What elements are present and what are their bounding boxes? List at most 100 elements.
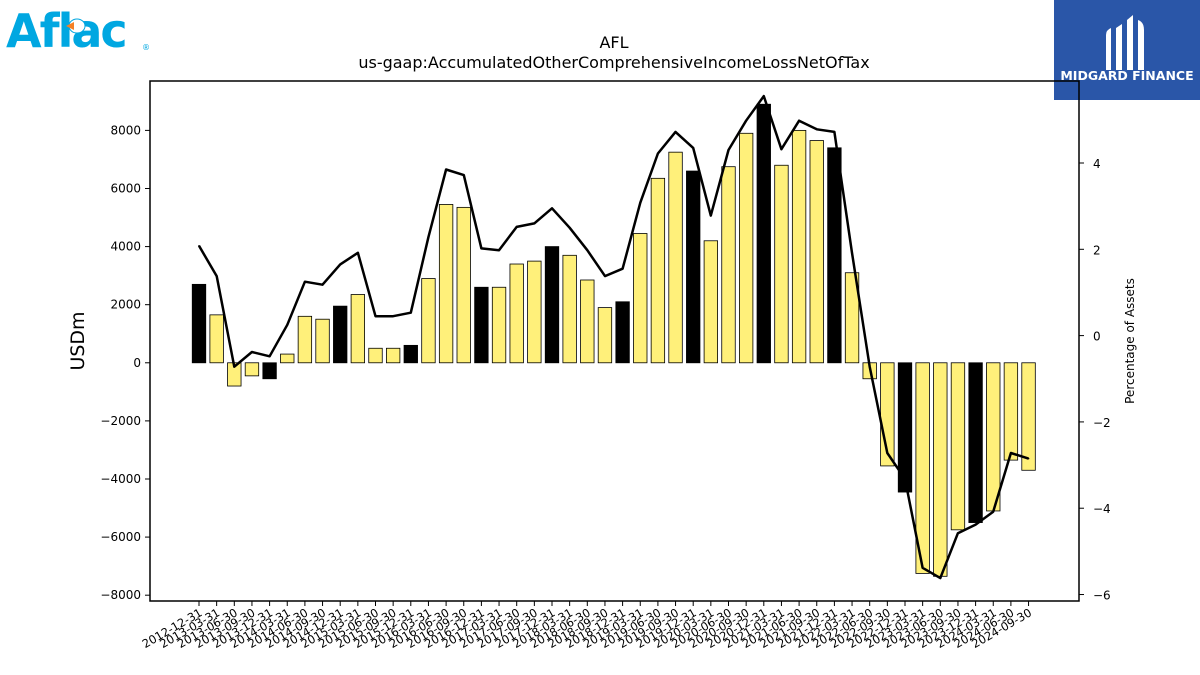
- pct-assets-point-2022-12-31: [904, 478, 906, 480]
- bar-2020-03-31: [703, 240, 718, 364]
- bar-2019-12-31: [686, 170, 701, 364]
- pct-assets-point-2019-09-30: [674, 131, 677, 133]
- bar-2013-03-31: [209, 314, 224, 364]
- pct-assets-point-2018-03-31: [568, 226, 571, 229]
- bar-2013-09-30: [244, 362, 260, 377]
- pct-assets-point-2024-06-30: [1010, 452, 1012, 454]
- pct-assets-point-2024-09-30: [1027, 457, 1030, 460]
- aflac-logo: Aflac ®: [4, 2, 154, 58]
- pct-assets-point-2013-06-30: [233, 365, 236, 368]
- bar-2014-09-30: [315, 318, 330, 364]
- y2-tick-label: 2: [1093, 243, 1101, 257]
- bars-group: [191, 103, 1036, 577]
- bar-2019-03-31: [633, 233, 648, 364]
- pct-assets-point-2020-12-31: [763, 95, 765, 97]
- pct-assets-point-2013-12-31: [268, 355, 271, 358]
- pct-assets-point-2023-06-30: [939, 577, 942, 579]
- pct-assets-point-2014-12-31: [339, 263, 342, 266]
- bar-2020-12-31: [756, 103, 771, 364]
- line-group: [197, 94, 1030, 580]
- y2-tick-label: −4: [1093, 502, 1111, 516]
- bar-2014-06-30: [297, 315, 313, 364]
- pct-assets-point-2014-06-30: [304, 280, 306, 283]
- pct-assets-point-2015-12-31: [410, 311, 412, 314]
- pct-assets-point-2022-06-30: [868, 365, 871, 368]
- bar-2012-12-31: [191, 283, 207, 364]
- pct-assets-point-2015-09-30: [392, 315, 394, 317]
- bar-2016-09-30: [456, 206, 471, 364]
- pct-assets-point-2023-09-30: [957, 532, 959, 535]
- aflac-logo-text: Aflac: [6, 4, 126, 54]
- bar-2017-06-30: [509, 263, 524, 364]
- pct-assets-point-2020-06-30: [727, 149, 730, 151]
- bar-2023-12-31: [968, 362, 983, 523]
- pct-assets-point-2023-12-31: [974, 523, 977, 526]
- pct-assets-point-2016-09-30: [462, 174, 465, 176]
- bar-2023-09-30: [950, 362, 966, 531]
- y-tick-label: −8000: [100, 588, 141, 602]
- y-tick-label: 0: [133, 356, 141, 370]
- pct-assets-point-2021-03-31: [780, 148, 783, 150]
- y-tick-label: 4000: [110, 240, 141, 254]
- pct-assets-point-2017-03-31: [498, 249, 500, 251]
- bar-2018-06-30: [580, 279, 595, 364]
- pct-assets-point-2019-12-31: [692, 147, 694, 149]
- x-axis: 2012-12-312013-03-312013-06-302013-09-30…: [140, 601, 1034, 651]
- bar-2018-03-31: [562, 254, 577, 364]
- bar-2017-03-31: [491, 286, 507, 364]
- svg-text:®: ®: [142, 43, 150, 52]
- pct-assets-point-2015-03-31: [357, 251, 359, 254]
- bar-2017-12-31: [544, 246, 560, 364]
- pct-assets-point-2023-03-31: [921, 566, 924, 569]
- y2-tick-label: −6: [1093, 589, 1111, 603]
- pct-assets-point-2018-09-30: [604, 275, 606, 277]
- pct-assets-point-2021-06-30: [798, 119, 800, 122]
- bar-2018-12-31: [615, 301, 630, 364]
- pct-assets-point-2019-06-30: [657, 152, 659, 155]
- bar-2023-06-30: [933, 362, 948, 577]
- chart-title: AFL: [599, 33, 628, 52]
- pct-assets-point-2013-09-30: [251, 351, 253, 353]
- duck-icon: [66, 18, 86, 34]
- bar-2024-09-30: [1021, 362, 1036, 471]
- bar-2021-06-30: [791, 129, 807, 364]
- pct-assets-point-2016-12-31: [480, 247, 483, 250]
- pct-assets-line: [197, 94, 1029, 580]
- bar-2020-09-30: [739, 132, 754, 364]
- bar-2016-06-30: [438, 204, 454, 364]
- pct-assets-point-2024-03-31: [992, 510, 995, 513]
- bar-2014-12-31: [333, 305, 348, 364]
- y-axis-left: −8000 −6000 −4000 −2000 0 2000 4000 6000 8000: [100, 123, 150, 602]
- pct-assets-point-2012-12-31: [198, 245, 200, 247]
- midgard-emblem-icon: [1106, 15, 1144, 70]
- y-tick-label: −6000: [100, 530, 141, 544]
- pct-assets-point-2013-03-31: [215, 275, 218, 277]
- bar-2021-03-31: [774, 164, 789, 364]
- y-axis-right: −6 −4 −2 0 2 4: [1079, 157, 1111, 603]
- bar-2019-06-30: [650, 177, 666, 364]
- pct-assets-point-2016-06-30: [445, 168, 447, 171]
- y-tick-label: 2000: [110, 298, 141, 312]
- chart-subtitle: us-gaap:AccumulatedOtherComprehensiveInc…: [358, 53, 869, 72]
- y-tick-label: 8000: [110, 123, 141, 137]
- pct-assets-point-2015-06-30: [374, 315, 377, 317]
- bar-2013-12-31: [262, 362, 277, 380]
- y-tick-label: −2000: [100, 414, 141, 428]
- bar-2014-03-31: [280, 353, 295, 364]
- pct-assets-point-2022-09-30: [886, 452, 889, 454]
- bar-2018-09-30: [597, 307, 613, 364]
- pct-assets-point-2014-09-30: [321, 283, 324, 286]
- bar-2020-06-30: [721, 166, 736, 364]
- pct-assets-point-2014-03-31: [286, 324, 289, 326]
- pct-assets-point-2016-03-31: [427, 236, 430, 239]
- bar-2015-06-30: [368, 347, 383, 364]
- y-axis-label: USDm: [67, 311, 89, 370]
- bar-2024-03-31: [986, 362, 1001, 512]
- y2-tick-label: −2: [1093, 416, 1111, 430]
- bar-2015-09-30: [385, 347, 401, 364]
- bar-2015-12-31: [403, 344, 418, 364]
- pct-assets-point-2017-06-30: [515, 226, 518, 228]
- y2-tick-label: 4: [1093, 157, 1101, 171]
- bar-2021-12-31: [827, 147, 842, 364]
